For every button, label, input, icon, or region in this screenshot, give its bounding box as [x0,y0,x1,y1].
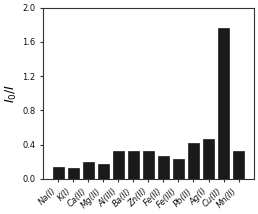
Bar [113,150,124,179]
Bar [158,156,169,179]
Bar [218,28,229,179]
Bar [188,143,199,179]
Bar [98,164,109,179]
Bar [173,159,184,179]
Bar [143,150,154,179]
Bar [233,150,244,179]
Bar [68,168,79,179]
Bar [128,150,139,179]
Bar [53,167,64,179]
Bar [203,138,214,179]
Y-axis label: $I_0/I$: $I_0/I$ [4,84,19,103]
Bar [83,162,94,179]
